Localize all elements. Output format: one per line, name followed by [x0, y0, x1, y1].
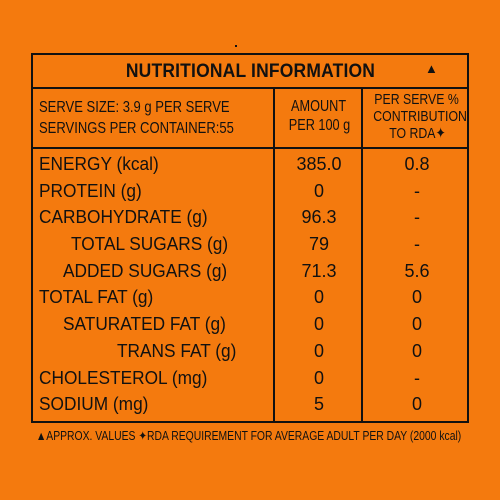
print-dot [235, 45, 237, 47]
nutrient-name: ENERGY (kcal) [39, 154, 159, 174]
table-row: TOTAL FAT (g) 0 0 [33, 284, 467, 311]
footnote: ▲APPROX. VALUES ✦RDA REQUIREMENT FOR AVE… [36, 429, 462, 443]
nutrient-name: TOTAL SUGARS (g) [71, 234, 229, 255]
table-row: TOTAL SUGARS (g) 79 - [33, 231, 467, 258]
servings-per-container: SERVINGS PER CONTAINER:55 [39, 120, 234, 137]
table-title: NUTRITIONAL INFORMATION [125, 61, 375, 82]
nutrient-name: ADDED SUGARS (g) [63, 260, 228, 281]
amount-value: 0 [313, 340, 324, 361]
amount-value: 0 [313, 367, 324, 388]
nutrient-name: CARBOHYDRATE (g) [39, 207, 208, 228]
rda-value: - [414, 207, 420, 228]
nutrient-name: SATURATED FAT (g) [63, 314, 226, 335]
header-row: SERVE SIZE: 3.9 g PER SERVE SERVINGS PER… [33, 89, 467, 149]
nutrient-name: SODIUM (mg) [39, 394, 149, 415]
nutrient-rows: ENERGY (kcal) 385.0 0.8 PROTEIN (g) 0 - … [33, 151, 467, 418]
table-row: ADDED SUGARS (g) 71.3 5.6 [33, 258, 467, 285]
column-divider [361, 89, 363, 423]
serving-info: SERVE SIZE: 3.9 g PER SERVE SERVINGS PER… [39, 97, 234, 139]
amount-value: 79 [308, 234, 330, 255]
table-row: TRANS FAT (g) 0 0 [33, 338, 467, 365]
rda-value: - [414, 367, 420, 388]
nutrient-name: TOTAL FAT (g) [39, 287, 154, 308]
amount-value: 0 [313, 287, 324, 308]
table-row: PROTEIN (g) 0 - [33, 178, 467, 205]
rda-value: 0 [411, 287, 422, 308]
table-row: CHOLESTEROL (mg) 0 - [33, 365, 467, 392]
table-row: SODIUM (mg) 5 0 [33, 391, 467, 418]
rda-value: 0 [411, 340, 422, 361]
nutrient-name: CHOLESTEROL (mg) [39, 367, 208, 388]
nutrient-name: TRANS FAT (g) [117, 340, 237, 361]
rda-value: - [414, 234, 420, 255]
table-row: SATURATED FAT (g) 0 0 [33, 311, 467, 338]
rda-value: 5.6 [404, 260, 430, 281]
amount-value: 96.3 [301, 207, 337, 228]
amount-value: 71.3 [301, 260, 337, 281]
amount-value: 0 [313, 180, 324, 201]
amount-column-header: AMOUNT PER 100 g [288, 98, 350, 134]
triangle-mark-icon: ▲ [425, 61, 438, 76]
amount-value: 5 [313, 394, 324, 415]
rda-column-header: PER SERVE % CONTRIBUTION TO RDA✦ [373, 91, 467, 142]
nutrient-name: PROTEIN (g) [39, 180, 142, 201]
amount-value: 385.0 [296, 154, 342, 174]
serve-size: SERVE SIZE: 3.9 g PER SERVE [39, 99, 230, 116]
table-row: CARBOHYDRATE (g) 96.3 - [33, 204, 467, 231]
rda-value: 0 [411, 314, 422, 335]
title-row: NUTRITIONAL INFORMATION ▲ [33, 55, 467, 89]
rda-value: 0.8 [404, 154, 430, 174]
column-divider [273, 89, 275, 423]
rda-value: - [414, 180, 420, 201]
amount-value: 0 [313, 314, 324, 335]
rda-value: 0 [411, 394, 422, 415]
nutrition-table: NUTRITIONAL INFORMATION ▲ SERVE SIZE: 3.… [31, 53, 469, 423]
table-row: ENERGY (kcal) 385.0 0.8 [33, 151, 467, 178]
